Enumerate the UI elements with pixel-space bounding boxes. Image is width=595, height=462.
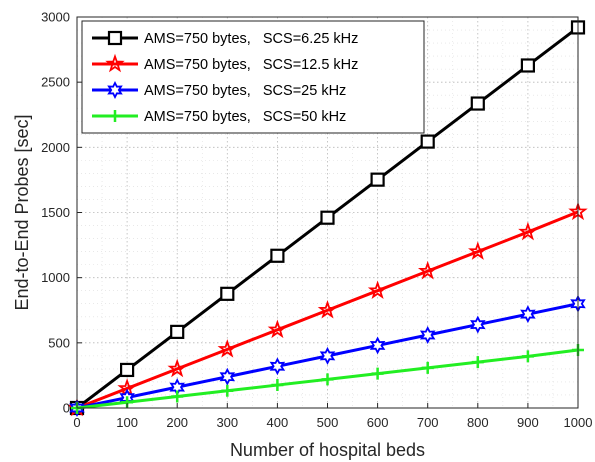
data-point	[421, 361, 434, 374]
series-layer	[67, 20, 588, 417]
data-point	[170, 324, 185, 339]
data-point	[317, 300, 338, 319]
data-point	[119, 362, 135, 378]
data-point	[220, 286, 235, 301]
legend: AMS=750 bytes, SCS=6.25 kHz AMS=750 bytes…	[81, 20, 425, 134]
data-point	[107, 81, 123, 99]
x-tick-label: 100	[116, 415, 138, 430]
y-tick-label: 1000	[41, 270, 70, 285]
data-point	[419, 326, 436, 344]
x-tick-label: 0	[73, 415, 80, 430]
legend-box	[81, 20, 425, 134]
data-point	[321, 373, 334, 386]
data-point	[367, 280, 388, 299]
x-axis-title: Number of hospital beds	[230, 440, 425, 460]
y-tick-label: 1500	[41, 205, 70, 220]
data-point	[320, 210, 335, 225]
series-1	[69, 20, 586, 416]
data-point	[217, 339, 238, 358]
x-tick-label: 1000	[564, 415, 593, 430]
data-point	[520, 58, 536, 73]
data-point	[109, 110, 121, 122]
y-tick-label: 2500	[41, 75, 70, 90]
series-3	[69, 294, 586, 417]
tick-labels: 0 100 200 300 400 500 600 700 800 900 1000 0 500 1000…	[41, 10, 592, 431]
data-point	[171, 390, 184, 403]
data-point	[417, 260, 438, 280]
legend-label: AMS=750 bytes, SCS=50 kHz	[144, 109, 346, 125]
data-point	[471, 356, 484, 369]
y-axis-title: End-to-End Probes [sec]	[12, 114, 32, 310]
data-point	[221, 384, 234, 397]
data-point	[369, 336, 386, 355]
legend-entry: AMS=750 bytes, SCS=6.25 kHz	[92, 30, 358, 47]
data-point	[468, 241, 488, 260]
y-tick-label: 500	[48, 335, 70, 350]
x-tick-label: 600	[367, 415, 389, 430]
data-point	[518, 221, 538, 241]
y-tick-label: 3000	[41, 10, 70, 25]
x-tick-label: 500	[317, 415, 339, 430]
data-point	[521, 350, 534, 363]
x-tick-label: 200	[166, 415, 188, 430]
data-point	[420, 134, 435, 149]
legend-entry: AMS=750 bytes, SCS=12.5 kHz	[92, 53, 358, 73]
data-point	[107, 30, 123, 46]
data-point	[271, 379, 284, 392]
legend-label: AMS=750 bytes, SCS=25 kHz	[144, 83, 346, 99]
legend-label: AMS=750 bytes, SCS=6.25 kHz	[144, 31, 358, 47]
y-tick-label: 2000	[41, 140, 70, 155]
legend-label: AMS=750 bytes, SCS=12.5 kHz	[144, 57, 358, 73]
x-tick-label: 700	[417, 415, 439, 430]
x-tick-label: 800	[467, 415, 489, 430]
x-tick-label: 900	[517, 415, 539, 430]
data-point	[319, 346, 336, 365]
data-point	[520, 305, 536, 324]
data-point	[269, 357, 286, 376]
data-point	[470, 96, 485, 111]
x-tick-label: 300	[216, 415, 238, 430]
x-tick-label: 400	[267, 415, 289, 430]
data-point	[470, 315, 486, 334]
data-point	[371, 367, 384, 380]
data-point	[167, 358, 187, 378]
data-point	[370, 172, 385, 187]
legend-entry: AMS=750 bytes, SCS=25 kHz	[92, 81, 346, 99]
y-tick-label: 0	[63, 401, 70, 416]
legend-entry: AMS=750 bytes, SCS=50 kHz	[92, 109, 346, 125]
data-point	[267, 319, 288, 339]
series-line	[76, 210, 579, 410]
data-point	[219, 367, 236, 386]
data-point	[270, 248, 285, 263]
data-point	[105, 53, 125, 73]
